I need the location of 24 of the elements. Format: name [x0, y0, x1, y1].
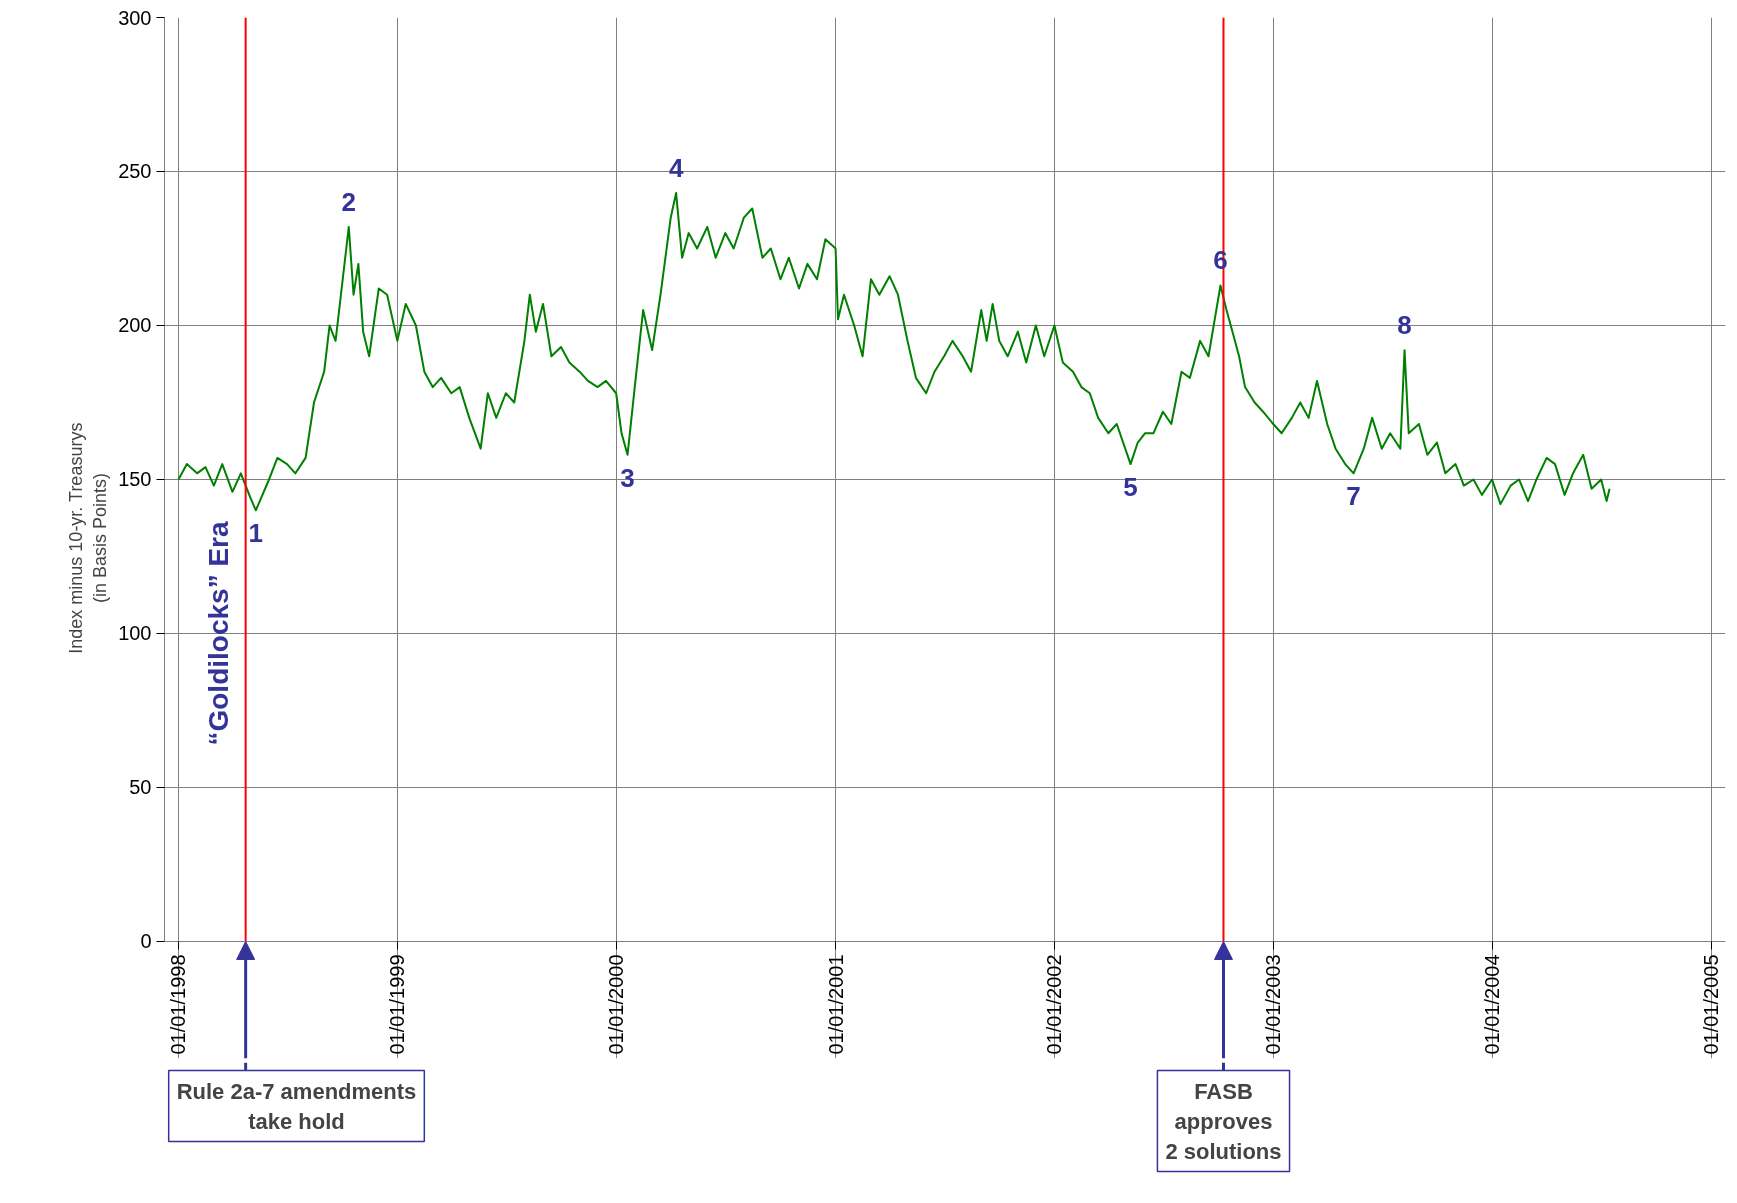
annotation: 1 — [248, 518, 264, 549]
x-tick-label: 01/01/2000 — [605, 954, 628, 1055]
y-tick-label: 200 — [118, 314, 152, 337]
annotation: “Goldilocks” Era — [202, 521, 234, 746]
y-tick-label: 250 — [118, 160, 152, 183]
y-tick-label: 0 — [140, 930, 152, 953]
x-tick-label: 01/01/2002 — [1043, 954, 1066, 1055]
y-axis-title: Index minus 10-yr. Treasurys (in Basis Points) — [66, 422, 111, 654]
line-series — [177, 192, 1611, 512]
ref-line-label: Rule 2a-7 amendments take hold — [176, 1078, 417, 1134]
x-tick-label: 01/01/2005 — [1700, 954, 1723, 1055]
y-tick-label: 100 — [118, 622, 152, 645]
ref-line-label: FASB approves 2 solutions — [1165, 1078, 1282, 1164]
x-tick-label: 01/01/2001 — [824, 954, 847, 1055]
x-tick-label: 01/01/1998 — [167, 954, 190, 1055]
y-tick-label: 300 — [118, 6, 152, 29]
x-tick-label: 01/01/2004 — [1481, 954, 1504, 1055]
annotation: 7 — [1346, 481, 1361, 512]
annotation: 5 — [1123, 472, 1138, 503]
y-tick-label: 150 — [118, 468, 152, 491]
annotation: 2 — [341, 186, 357, 217]
y-tick-label: 50 — [129, 776, 152, 799]
x-tick-label: 01/01/1999 — [386, 954, 409, 1055]
x-tick-label: 01/01/2003 — [1262, 954, 1285, 1055]
